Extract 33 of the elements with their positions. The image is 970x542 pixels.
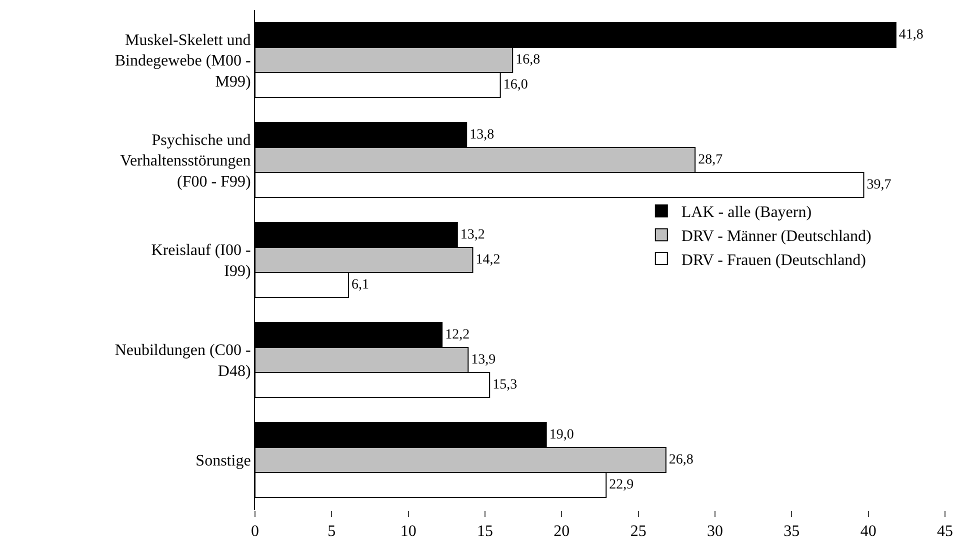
data-label: 16,8 (516, 52, 540, 68)
y-tick-label: Psychische und Verhaltensstörungen (F00 - F99) (120, 132, 251, 190)
data-label: 26,8 (668, 452, 694, 468)
y-tick-label: Muskel-Skelett und Bindegewebe (M00 - M99) (114, 32, 251, 90)
data-label: 39,7 (866, 178, 892, 192)
y-tick-label: Sonstige (196, 452, 251, 470)
data-label: 12,2 (445, 328, 470, 342)
x-tick-label: 30 (707, 523, 723, 540)
x-tick-label: 45 (937, 523, 953, 540)
x-tick-label: 35 (784, 523, 800, 540)
data-label: 16,0 (503, 78, 528, 92)
legend-label: DRV - Frauen (Deutschland) (681, 252, 866, 269)
data-label: 14,2 (476, 252, 500, 268)
data-label: 6,1 (352, 278, 370, 292)
y-tick-label: Neubildungen (C00 - D48) (114, 342, 251, 380)
x-tick-label: 10 (400, 523, 416, 540)
x-tick-label: 20 (554, 523, 570, 540)
legend-label: LAK - alle (Bayern) (681, 204, 812, 222)
data-label: 13,9 (471, 352, 496, 368)
data-label: 13,2 (460, 228, 485, 242)
x-tick-label: 40 (860, 523, 876, 540)
data-label: 19,0 (549, 428, 574, 442)
x-tick-label: 25 (630, 523, 646, 540)
data-label: 15,3 (492, 378, 518, 392)
x-tick-label: 0 (251, 523, 259, 540)
data-label: 28,7 (698, 152, 723, 168)
data-label: 41,8 (898, 28, 924, 42)
x-tick-label: 5 (328, 523, 336, 540)
data-label: 13,8 (470, 128, 494, 142)
y-tick-label: Kreislauf (I00 - I99) (151, 242, 251, 280)
data-label: 22,9 (609, 478, 634, 492)
x-tick-label: 15 (477, 523, 493, 540)
legend-label: DRV - Männer (Deutschland) (681, 228, 872, 245)
